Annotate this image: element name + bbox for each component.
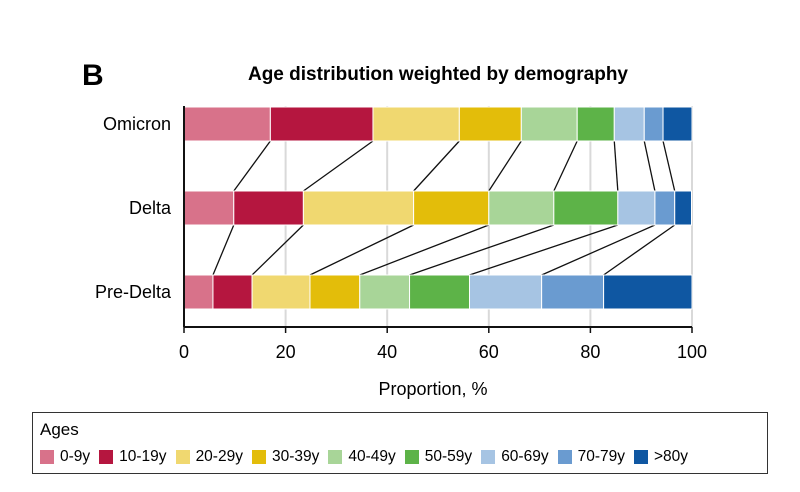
connector-line	[662, 140, 676, 192]
legend: Ages 0-9y 10-19y 20-29y 30-39y 40-49y 50-59y 6…	[32, 412, 768, 474]
bar-segment	[309, 274, 361, 310]
connector-line	[413, 140, 460, 192]
legend-swatch	[175, 450, 190, 464]
bar-segment	[603, 274, 693, 310]
bar-segment	[458, 106, 522, 142]
bar-segment	[269, 106, 374, 142]
legend-item: 60-69y	[481, 448, 549, 466]
legend-swatch	[481, 450, 496, 464]
bar-segment	[183, 190, 235, 226]
bar-segment	[541, 274, 605, 310]
bar-segment	[359, 274, 411, 310]
legend-label: 40-49y	[348, 448, 396, 465]
bars	[183, 106, 693, 310]
legend-swatch	[634, 450, 648, 464]
bar-segment	[553, 190, 619, 226]
legend-label: 0-9y	[60, 448, 91, 465]
connector-line	[212, 224, 235, 276]
legend-swatch	[40, 450, 54, 464]
connector-line	[488, 140, 522, 192]
legend-swatch	[328, 450, 343, 464]
legend-label: >80y	[654, 448, 689, 465]
x-tick-label: 0	[179, 342, 189, 362]
legend-label: 50-59y	[424, 448, 473, 465]
x-tick-label: 20	[276, 342, 296, 362]
bar-segment	[643, 106, 664, 142]
connector-line	[603, 224, 676, 276]
legend-label: 60-69y	[501, 448, 549, 465]
x-tick-label: 80	[580, 342, 600, 362]
bar-segment	[413, 190, 490, 226]
bar-segment	[183, 106, 271, 142]
connector-line	[643, 140, 656, 192]
legend-item: >80y	[634, 448, 688, 466]
legend-swatch	[404, 450, 419, 464]
connector-line	[309, 224, 414, 276]
legend-item: 50-59y	[404, 448, 473, 466]
connector-line	[359, 224, 490, 276]
bar-segment	[183, 274, 214, 310]
axes: Omicron Delta Pre-Delta 0 20 40 60 80 100	[95, 106, 707, 362]
legend-item: 70-79y	[557, 448, 625, 466]
legend-item: 10-19y	[99, 448, 167, 466]
legend-label: 30-39y	[271, 448, 320, 465]
bar-segment	[409, 274, 470, 310]
chart-title: Age distribution weighted by demography	[248, 64, 628, 85]
bar-segment	[576, 106, 615, 142]
chart: B Age distribution weighted by demograph…	[82, 59, 707, 399]
bar-segment	[372, 106, 460, 142]
bar-segment	[302, 190, 415, 226]
category-label: Delta	[129, 198, 172, 218]
connector-line	[553, 140, 578, 192]
legend-item: 40-49y	[328, 448, 396, 466]
connector-line	[409, 224, 555, 276]
bar-segment	[212, 274, 253, 310]
x-tick-label: 60	[479, 342, 499, 362]
connector-line	[613, 140, 619, 192]
bar-segment	[520, 106, 578, 142]
bar-segment	[488, 190, 555, 226]
connector-lines	[212, 140, 676, 276]
connector-line	[233, 140, 271, 192]
bar-segment	[654, 190, 676, 226]
x-tick-label: 100	[677, 342, 707, 362]
connector-line	[469, 224, 619, 276]
bar-segment	[662, 106, 693, 142]
legend-label: 70-79y	[577, 448, 625, 465]
panel-letter: B	[82, 59, 104, 92]
bar-segment	[233, 190, 304, 226]
legend-label: 10-19y	[119, 448, 167, 465]
legend-swatch	[251, 450, 266, 464]
category-label: Pre-Delta	[95, 282, 172, 302]
bar-segment	[468, 274, 543, 310]
connector-line	[303, 140, 374, 192]
legend-swatch	[557, 450, 572, 464]
legend-items: 0-9y 10-19y 20-29y 30-39y 40-49y 50-59y 60-69y…	[40, 448, 697, 466]
x-axis-title: Proportion, %	[378, 379, 487, 399]
legend-swatch	[99, 450, 114, 464]
legend-label: 20-29y	[195, 448, 243, 465]
category-label: Omicron	[103, 114, 171, 134]
bar-segment	[617, 190, 656, 226]
legend-item: 30-39y	[251, 448, 320, 466]
legend-item: 20-29y	[175, 448, 243, 466]
legend-item: 0-9y	[40, 448, 90, 466]
x-tick-label: 40	[377, 342, 397, 362]
bar-segment	[674, 190, 692, 226]
legend-title: Ages	[40, 420, 79, 439]
bar-segment	[251, 274, 311, 310]
connector-line	[541, 224, 656, 276]
bar-segment	[613, 106, 645, 142]
connector-line	[251, 224, 304, 276]
